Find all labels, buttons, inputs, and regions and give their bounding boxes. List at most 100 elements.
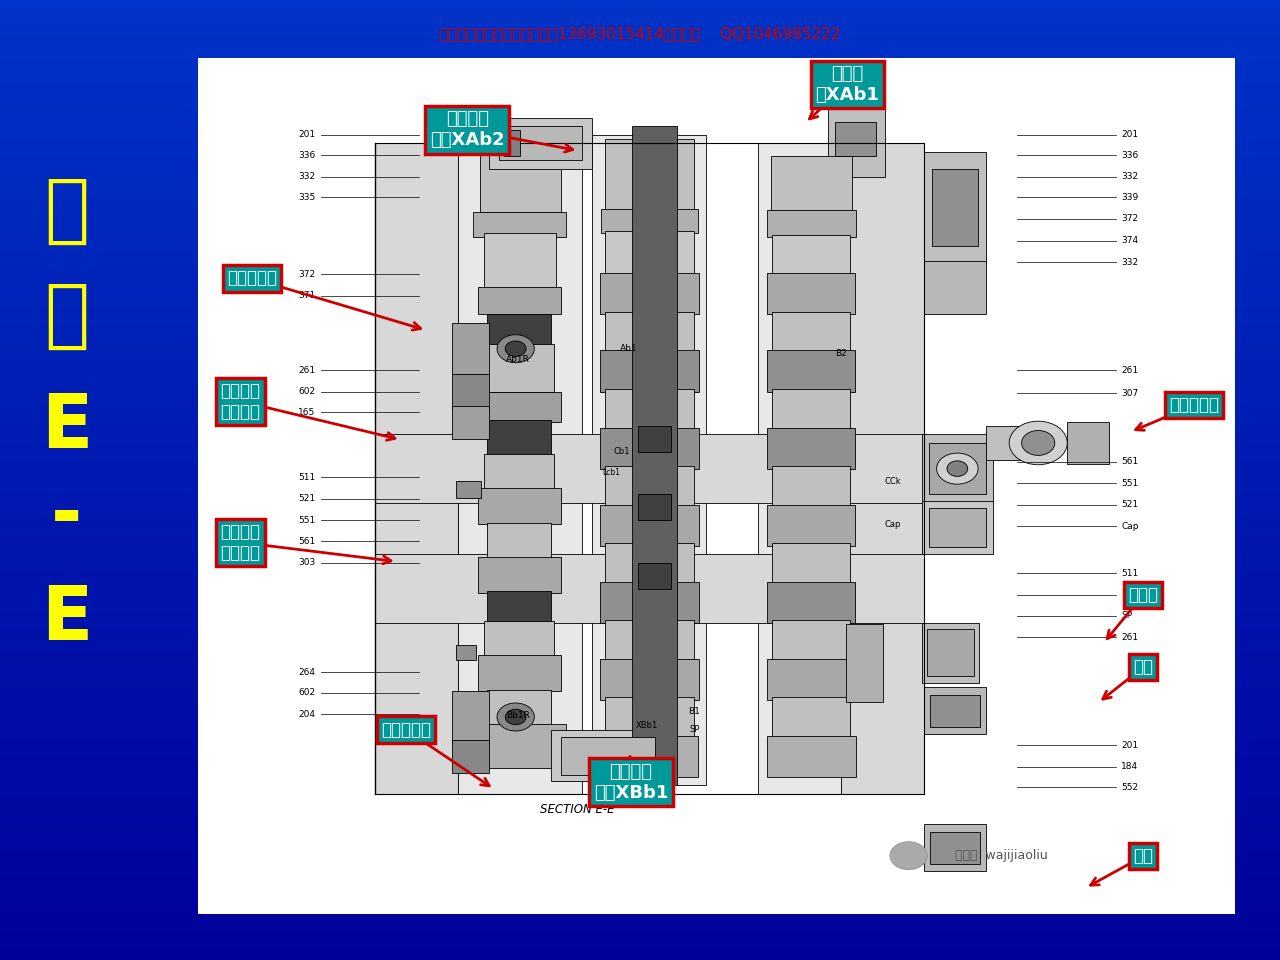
Text: SP: SP xyxy=(690,726,700,734)
Bar xyxy=(0,629,1280,634)
Bar xyxy=(0,523,1280,528)
Bar xyxy=(0,278,1280,283)
Bar xyxy=(0,346,1280,350)
Bar xyxy=(458,143,582,794)
Bar xyxy=(767,505,855,545)
Bar xyxy=(0,331,1280,336)
Bar xyxy=(0,259,1280,264)
Bar xyxy=(0,677,1280,682)
Text: 204: 204 xyxy=(298,709,316,719)
Bar xyxy=(922,501,992,554)
Bar xyxy=(0,778,1280,782)
Bar xyxy=(0,34,1280,38)
Bar xyxy=(599,505,699,545)
Bar xyxy=(0,475,1280,480)
Bar xyxy=(0,163,1280,168)
Bar xyxy=(499,126,582,160)
Bar xyxy=(924,687,987,734)
Bar xyxy=(846,625,883,702)
Bar xyxy=(0,437,1280,442)
Bar xyxy=(0,0,1280,5)
Bar xyxy=(452,324,489,374)
Bar xyxy=(599,350,699,392)
Text: XBb1: XBb1 xyxy=(636,721,658,730)
Bar xyxy=(452,691,489,743)
Bar xyxy=(0,797,1280,802)
Bar xyxy=(0,864,1280,869)
Bar xyxy=(0,451,1280,456)
Bar xyxy=(0,917,1280,922)
Bar xyxy=(0,926,1280,931)
Bar xyxy=(0,514,1280,518)
Bar xyxy=(0,955,1280,960)
Bar xyxy=(375,434,924,503)
Text: 165: 165 xyxy=(298,408,316,417)
Bar xyxy=(0,91,1280,96)
Bar xyxy=(0,53,1280,58)
Bar xyxy=(0,370,1280,374)
Bar xyxy=(0,605,1280,610)
Bar xyxy=(0,197,1280,202)
Text: 551: 551 xyxy=(1121,479,1138,488)
Bar xyxy=(0,38,1280,43)
Bar xyxy=(0,394,1280,398)
Bar xyxy=(0,106,1280,110)
Bar xyxy=(987,426,1038,460)
Bar xyxy=(0,379,1280,384)
Bar xyxy=(0,389,1280,394)
Text: 合流单向阀: 合流单向阀 xyxy=(1169,396,1220,414)
Bar xyxy=(0,893,1280,898)
Bar xyxy=(0,192,1280,197)
Bar xyxy=(0,600,1280,605)
Text: 335: 335 xyxy=(298,193,316,202)
Bar xyxy=(771,156,851,212)
Text: CCk: CCk xyxy=(884,477,901,486)
Text: 374: 374 xyxy=(1121,236,1138,246)
Bar xyxy=(931,831,980,864)
Bar xyxy=(0,749,1280,754)
Bar xyxy=(0,422,1280,427)
Text: 261: 261 xyxy=(1121,633,1138,642)
Bar xyxy=(772,312,850,353)
Bar xyxy=(0,946,1280,950)
Bar xyxy=(0,845,1280,850)
Text: 单向过载阀: 单向过载阀 xyxy=(227,270,278,287)
Circle shape xyxy=(497,335,534,363)
Circle shape xyxy=(506,341,526,356)
Bar xyxy=(561,736,654,775)
Bar xyxy=(0,235,1280,240)
Bar xyxy=(0,792,1280,797)
Text: 堵头: 堵头 xyxy=(1133,848,1153,865)
Bar xyxy=(772,697,850,738)
Circle shape xyxy=(1009,421,1068,465)
Bar xyxy=(772,389,850,430)
Bar xyxy=(0,907,1280,912)
Bar xyxy=(452,740,489,773)
Bar xyxy=(0,77,1280,82)
Bar xyxy=(0,374,1280,379)
Bar xyxy=(479,287,561,315)
Bar xyxy=(0,715,1280,720)
Bar xyxy=(484,233,556,289)
Bar xyxy=(504,131,520,156)
Text: SP: SP xyxy=(1121,612,1133,620)
Bar xyxy=(0,950,1280,955)
Bar xyxy=(0,542,1280,547)
Bar xyxy=(0,658,1280,662)
Bar xyxy=(474,724,567,768)
Bar xyxy=(0,634,1280,638)
Bar xyxy=(605,312,694,353)
Bar xyxy=(486,522,550,559)
Bar xyxy=(0,595,1280,600)
Bar xyxy=(0,110,1280,115)
Bar xyxy=(0,485,1280,490)
Bar xyxy=(0,754,1280,758)
Bar xyxy=(0,283,1280,288)
Bar xyxy=(0,446,1280,451)
Bar xyxy=(0,840,1280,845)
Text: 307: 307 xyxy=(1121,389,1138,397)
Bar xyxy=(924,152,987,263)
Text: Bb1R: Bb1R xyxy=(506,710,530,720)
Text: 339: 339 xyxy=(1121,193,1138,202)
Bar xyxy=(0,869,1280,874)
